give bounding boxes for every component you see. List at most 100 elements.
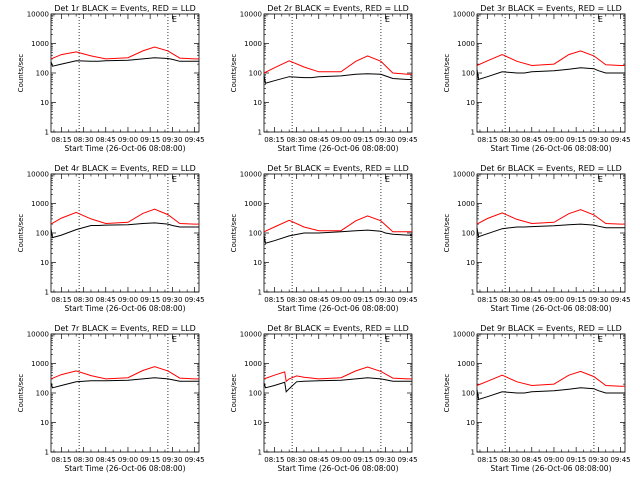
y-tick-label: 10 xyxy=(466,99,475,107)
x-tick-label: 09:45 xyxy=(184,296,204,304)
x-tick-label: 09:30 xyxy=(162,296,182,304)
x-axis-label: Start Time (26-Oct-06 08:08:00) xyxy=(64,464,185,473)
y-tick-label: 10 xyxy=(253,99,262,107)
corner-label: E xyxy=(172,335,177,344)
x-tick-label: 09:45 xyxy=(397,136,417,144)
lld-series-line xyxy=(263,366,412,383)
plot-frame xyxy=(263,173,413,293)
x-tick-label: 09:30 xyxy=(375,296,395,304)
panel-title: Det 3r BLACK = Events, RED = LLD xyxy=(480,4,622,13)
detector-panel: Det 8r BLACK = Events, RED = LLD 1 10 100 10… xyxy=(230,324,418,473)
y-tick-label: 100 xyxy=(249,390,262,398)
x-tick-label: 08:30 xyxy=(499,136,519,144)
x-tick-label: 09:30 xyxy=(588,456,608,464)
plot-frame xyxy=(476,173,626,293)
y-tick-label: 1 xyxy=(45,129,49,137)
x-tick-label: 08:15 xyxy=(477,456,497,464)
x-tick-label: 08:45 xyxy=(96,296,116,304)
x-tick-label: 09:00 xyxy=(331,456,351,464)
x-tick-label: 08:45 xyxy=(522,456,542,464)
lld-series-line xyxy=(50,366,199,380)
corner-label: E xyxy=(385,175,390,184)
x-tick-label: 09:15 xyxy=(353,456,373,464)
x-tick-label: 09:15 xyxy=(140,296,160,304)
y-axis-label: Counts/sec xyxy=(17,374,25,413)
lld-series-line xyxy=(476,50,625,67)
x-tick-label: 09:15 xyxy=(140,456,160,464)
panel-title: Det 5r BLACK = Events, RED = LLD xyxy=(267,164,409,173)
y-tick-label: 10 xyxy=(466,259,475,267)
y-tick-label: 100 xyxy=(36,70,49,78)
y-tick-label: 1 xyxy=(45,449,49,457)
y-tick-label: 10000 xyxy=(453,171,475,179)
detector-panel: Det 9r BLACK = Events, RED = LLD 1 10 100 10… xyxy=(443,324,631,473)
x-tick-label: 08:45 xyxy=(309,296,329,304)
x-tick-label: 08:45 xyxy=(96,136,116,144)
y-tick-label: 10000 xyxy=(27,171,49,179)
lld-series-line xyxy=(263,215,412,233)
x-tick-label: 08:30 xyxy=(286,136,306,144)
x-tick-label: 09:15 xyxy=(353,296,373,304)
x-tick-label: 08:30 xyxy=(73,456,93,464)
y-axis-label: Counts/sec xyxy=(17,54,25,93)
y-tick-label: 10 xyxy=(253,419,262,427)
x-tick-label: 09:30 xyxy=(375,456,395,464)
x-tick-label: 09:15 xyxy=(140,136,160,144)
panel-title: Det 4r BLACK = Events, RED = LLD xyxy=(54,164,196,173)
x-axis-label: Start Time (26-Oct-06 08:08:00) xyxy=(64,304,185,313)
events-series-line xyxy=(263,377,412,393)
x-tick-label: 08:15 xyxy=(264,136,284,144)
y-tick-label: 1000 xyxy=(457,40,475,48)
y-tick-label: 10000 xyxy=(27,331,49,339)
y-tick-label: 1000 xyxy=(244,40,262,48)
plot-frame xyxy=(263,333,413,453)
x-tick-label: 09:00 xyxy=(544,136,564,144)
lld-series-line xyxy=(263,55,412,75)
corner-label: E xyxy=(598,175,603,184)
y-tick-label: 10000 xyxy=(240,331,262,339)
y-tick-label: 100 xyxy=(462,390,475,398)
x-tick-label: 08:30 xyxy=(286,456,306,464)
y-tick-label: 10 xyxy=(40,419,49,427)
x-tick-label: 09:30 xyxy=(588,296,608,304)
corner-label: E xyxy=(172,175,177,184)
x-tick-label: 08:15 xyxy=(264,296,284,304)
panel-title: Det 9r BLACK = Events, RED = LLD xyxy=(480,324,622,333)
x-tick-label: 09:00 xyxy=(118,296,138,304)
x-tick-label: 09:45 xyxy=(397,456,417,464)
y-tick-label: 1 xyxy=(258,289,262,297)
y-tick-label: 1000 xyxy=(31,40,49,48)
x-tick-label: 08:45 xyxy=(309,456,329,464)
x-tick-label: 08:15 xyxy=(51,296,71,304)
x-tick-label: 09:15 xyxy=(566,136,586,144)
y-tick-label: 10 xyxy=(253,259,262,267)
y-tick-label: 10000 xyxy=(240,171,262,179)
panel-title: Det 8r BLACK = Events, RED = LLD xyxy=(267,324,409,333)
x-tick-label: 09:15 xyxy=(353,136,373,144)
detector-panel: Det 4r BLACK = Events, RED = LLD 1 10 100 10… xyxy=(17,164,205,313)
panel-title: Det 7r BLACK = Events, RED = LLD xyxy=(54,324,196,333)
x-tick-label: 08:45 xyxy=(522,136,542,144)
corner-label: E xyxy=(172,15,177,24)
detector-panel: Det 2r BLACK = Events, RED = LLD 1 10 100 10… xyxy=(230,4,418,153)
lld-series-line xyxy=(476,370,625,387)
x-tick-label: 09:15 xyxy=(566,296,586,304)
x-tick-label: 09:30 xyxy=(162,136,182,144)
y-tick-label: 10 xyxy=(466,419,475,427)
x-tick-label: 08:30 xyxy=(286,296,306,304)
x-axis-label: Start Time (26-Oct-06 08:08:00) xyxy=(277,304,398,313)
x-axis-label: Start Time (26-Oct-06 08:08:00) xyxy=(64,144,185,153)
x-tick-label: 08:30 xyxy=(73,136,93,144)
y-axis-label: Counts/sec xyxy=(443,54,451,93)
x-tick-label: 08:15 xyxy=(264,456,284,464)
corner-label: E xyxy=(598,15,603,24)
detector-panel: Det 5r BLACK = Events, RED = LLD 1 10 100 10… xyxy=(230,164,418,313)
y-tick-label: 100 xyxy=(462,70,475,78)
y-tick-label: 10 xyxy=(40,99,49,107)
y-axis-label: Counts/sec xyxy=(230,54,238,93)
x-tick-label: 08:45 xyxy=(309,136,329,144)
events-series-line xyxy=(50,377,199,389)
x-axis-label: Start Time (26-Oct-06 08:08:00) xyxy=(490,304,611,313)
y-tick-label: 1 xyxy=(471,289,475,297)
